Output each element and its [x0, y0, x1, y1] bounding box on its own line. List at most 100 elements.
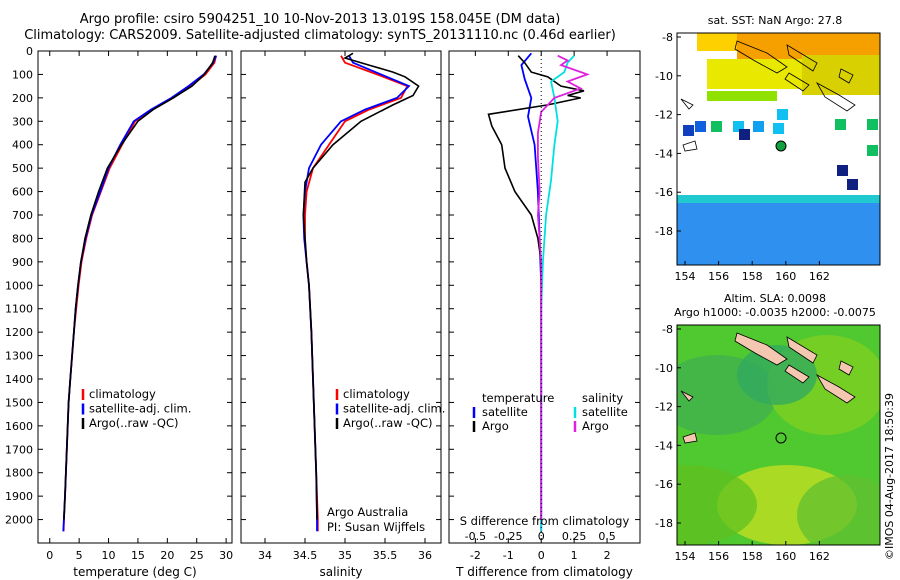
legend-salinity-0: climatology — [343, 387, 410, 401]
legend-salinity-argo: Argo — [582, 419, 609, 433]
y-tick-label: 1200 — [5, 326, 33, 339]
map-y-tick-label: -10 — [655, 70, 673, 83]
map-x-tick-label: 158 — [742, 270, 763, 283]
y-tick-label: 200 — [12, 92, 33, 105]
map-x-tick-label: 154 — [675, 550, 696, 563]
coastline-island — [838, 68, 854, 84]
coastline-island — [784, 72, 810, 92]
map-x-tick-label: 160 — [775, 550, 796, 563]
map-y-tick-label: -18 — [655, 225, 673, 238]
y-tick-label: 100 — [12, 68, 33, 81]
y-tick-label: 1500 — [5, 396, 33, 409]
sst-pixel — [867, 119, 878, 130]
map-y-tick-label: -8 — [662, 31, 673, 44]
sst-pixel — [835, 119, 846, 130]
y-tick-label: 800 — [12, 232, 33, 245]
map-x-tick-label: 158 — [742, 550, 763, 563]
temperature-axes-frame — [37, 50, 233, 544]
y-tick-label: 300 — [12, 115, 33, 128]
coastline-island — [786, 44, 818, 72]
x-tick-label: -1 — [503, 549, 514, 562]
temperature-panel: 0 5 10 15 20 25 300100200300400500600700800900… — [5, 45, 233, 579]
profile-location-marker — [775, 140, 787, 152]
x-tick-label: 10 — [102, 549, 116, 562]
y-tick-label: 600 — [12, 186, 33, 199]
map-y-tick-label: -14 — [655, 147, 673, 160]
map-x-tick-label: 156 — [708, 270, 729, 283]
sst-pixel — [777, 109, 788, 120]
profile-location-marker — [775, 432, 787, 444]
legend-temperature-0: climatology — [89, 387, 156, 401]
s-tick-label: -0.25 — [494, 530, 522, 543]
legend-salinity-1: satellite-adj. clim. — [343, 402, 445, 416]
coastline-island — [682, 140, 698, 152]
salinity-panel: 34 34.5 35 35.5 36 salinity — [240, 50, 442, 579]
sst-pixel — [683, 125, 694, 136]
legend-temperature-satellite: satellite — [482, 405, 528, 419]
legend-salinity-satellite: satellite — [582, 405, 628, 419]
coastline-island — [680, 390, 694, 402]
difference-axes-frame — [448, 50, 641, 544]
y-tick-label: 400 — [12, 139, 33, 152]
sla-map-title-2: Argo h1000: -0.0035 h2000: -0.0075 — [674, 306, 876, 319]
x-tick-label: 34 — [258, 549, 272, 562]
map-y-tick-label: -16 — [655, 186, 673, 199]
difference-series-salinity-satellite — [540, 55, 575, 532]
legend-temperature-header: temperature — [482, 391, 554, 405]
difference-series-temperature-argo — [487, 55, 585, 520]
sst-pixel — [739, 129, 750, 140]
x-tick-label: 25 — [190, 549, 204, 562]
difference-panel — [448, 50, 641, 544]
sla-anomaly-blob — [737, 345, 817, 405]
y-tick-label: 900 — [12, 256, 33, 269]
sst-pixel — [773, 123, 784, 134]
salinity-x-label: salinity — [319, 565, 362, 579]
sst-teal-band — [677, 195, 880, 203]
coastline-island — [734, 332, 788, 366]
y-tick-label: 1900 — [5, 490, 33, 503]
x-tick-label: 20 — [160, 549, 174, 562]
y-tick-label: 1800 — [5, 467, 33, 480]
chart-title-line-1: Argo profile: csiro 5904251_10 10-Nov-20… — [79, 12, 561, 27]
y-tick-label: 0 — [26, 45, 33, 58]
map-y-tick-label: -18 — [655, 517, 673, 530]
y-tick-label: 1400 — [5, 373, 33, 386]
map-x-tick-label: 154 — [675, 270, 696, 283]
x-tick-label: 0 — [46, 549, 53, 562]
sst-pixel — [837, 165, 848, 176]
sst-pixel — [867, 145, 878, 156]
y-tick-label: 2000 — [5, 514, 33, 527]
x-tick-label: 35 — [338, 549, 352, 562]
sst-pixel — [753, 121, 764, 132]
sst-map-field — [677, 33, 880, 265]
coastline-island — [815, 373, 856, 404]
coastline-island — [786, 336, 818, 364]
map-x-tick-label: 162 — [809, 270, 830, 283]
coastline-island — [680, 98, 694, 110]
sst-pixel — [847, 179, 858, 190]
sla-map-frame — [676, 324, 881, 546]
sla-map: 154 156 158 160 162 -8 -10 -12 -14 -16 -18 — [655, 323, 881, 563]
map-x-tick-label: 156 — [708, 550, 729, 563]
legend-temperature-2: Argo(..raw -QC) — [89, 416, 179, 430]
salinity-axes-frame — [240, 50, 442, 544]
map-y-tick-label: -8 — [662, 323, 673, 336]
map-x-tick-label: 162 — [809, 550, 830, 563]
map-y-tick-label: -12 — [655, 109, 673, 122]
sst-green-block — [707, 91, 777, 101]
s-tick-label: 0 — [538, 530, 545, 543]
legend-temperature-1: satellite-adj. clim. — [89, 402, 191, 416]
sst-pixel — [733, 121, 744, 132]
difference-x-label: T difference from climatology — [455, 565, 633, 579]
sla-map-field — [677, 325, 880, 545]
sst-yellow-block — [707, 59, 802, 89]
x-tick-label: 34.5 — [293, 549, 318, 562]
map-y-tick-label: -12 — [655, 401, 673, 414]
coastline-island — [784, 364, 810, 384]
temperature-series-argo-raw-qc- — [63, 55, 216, 520]
sla-anomaly-blob — [797, 475, 880, 545]
x-tick-label: 5 — [76, 549, 83, 562]
sst-cold-field — [677, 201, 880, 265]
coastline-island — [815, 81, 856, 112]
y-tick-label: 500 — [12, 162, 33, 175]
